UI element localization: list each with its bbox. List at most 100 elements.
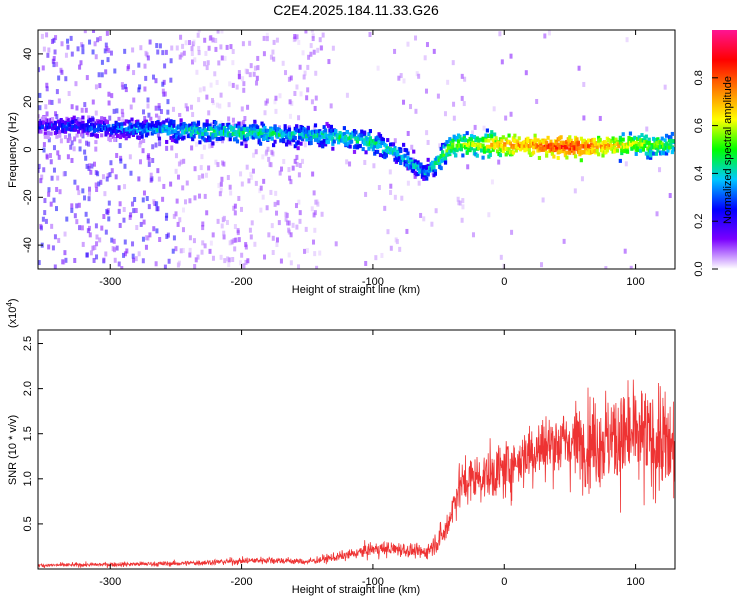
spectrogram-noise-cell [87, 196, 91, 202]
spectrogram-noise-cell [68, 133, 72, 139]
spectrogram-noise-cell [157, 115, 161, 121]
spectrogram-noise-cell [55, 89, 59, 95]
spectrogram-noise-cell [452, 101, 456, 107]
spectrogram-ridge-cell [250, 126, 254, 131]
spectrogram-noise-cell [231, 82, 235, 88]
spectrogram-ridge-cell [537, 155, 542, 160]
spectrogram-ridge-cell [360, 133, 364, 138]
spectrogram-noise-cell [376, 65, 380, 71]
spectrogram-noise-cell [188, 40, 192, 46]
spectrogram-noise-cell [91, 49, 95, 55]
spectrogram-ridge-cell [482, 149, 487, 154]
spectrogram-noise-cell [57, 75, 61, 81]
spectrogram-noise-cell [236, 230, 240, 236]
spectrogram-noise-cell [281, 60, 285, 66]
spectrogram-ridge-cell [376, 149, 380, 154]
spectrogram-ridge-cell [575, 137, 579, 142]
spectrogram-ridge-cell [621, 132, 625, 137]
spectrogram-ridge-cell [269, 128, 273, 133]
spectrogram-noise-cell [86, 218, 90, 224]
spectrogram-ridge-cell [280, 134, 284, 139]
spectrogram-ridge-cell [56, 119, 60, 124]
spectrogram-noise-cell [201, 225, 205, 231]
spectrogram-ridge-cell [412, 149, 416, 154]
spectrogram-ridge-cell [573, 154, 578, 159]
spectrogram-ridge-cell [517, 136, 521, 141]
spectrogram-noise-cell [221, 138, 225, 144]
spectrogram-noise-cell [271, 235, 275, 241]
spectrogram-noise-cell [259, 207, 263, 213]
spectrogram-ridge-cell [399, 161, 403, 166]
spectrogram-noise-cell [253, 241, 257, 247]
spectrogram-noise-cell [230, 239, 234, 245]
spectrogram-noise-cell [147, 153, 151, 159]
spectrogram-ridge-cell [214, 133, 218, 138]
spectrogram-ridge-cell [192, 121, 196, 126]
spectrogram-ridge-cell [201, 128, 205, 133]
spectrogram-noise-cell [274, 108, 278, 114]
spectrogram-ridge-cell [620, 151, 624, 156]
spectrogram-noise-cell [54, 111, 58, 117]
spectrogram-ridge-cell [546, 135, 550, 140]
spectrogram-noise-cell [229, 44, 233, 50]
spectrogram-noise-cell [309, 43, 313, 49]
spectrogram-noise-cell [272, 56, 276, 62]
spectrogram-ridge-cell [467, 139, 471, 144]
spectrogram-noise-cell [198, 87, 202, 93]
spectrogram-noise-cell [123, 184, 127, 190]
spectrogram-ridge-cell [306, 125, 310, 130]
spectrogram-noise-cell [244, 68, 248, 74]
spectrogram-ridge-cell [198, 140, 202, 145]
spectrogram-ridge-cell [100, 133, 104, 138]
spectrogram-ridge-cell [45, 121, 49, 126]
colorbar-ticks: 0.0 0.2 0.4 0.6 0.8 [693, 70, 718, 277]
spectrogram-noise-cell [117, 261, 121, 267]
spectrogram-ridge-cell [355, 139, 359, 144]
spectrogram-noise-cell [364, 260, 368, 266]
spectrogram-ridge-cell [420, 168, 425, 173]
spectrogram-noise-cell [334, 241, 338, 247]
spectrogram-ridge-cell [545, 153, 549, 158]
spectrogram-ridge-cell [78, 120, 82, 125]
spectrogram-noise-cell [242, 120, 246, 126]
spectrogram-noise-cell [77, 190, 81, 196]
spectrogram-noise-cell [174, 246, 178, 252]
spectrogram-noise-cell [312, 125, 316, 131]
spectrogram-noise-cell [289, 179, 293, 185]
spectrogram-noise-cell [432, 48, 436, 54]
spectrogram-ridge-cell [664, 151, 669, 156]
spectrogram-ridge-cell [78, 117, 82, 122]
spectrogram-ridge-cell [568, 150, 572, 155]
spectrogram-ridge-cell [402, 142, 406, 147]
spectrogram-noise-cell [220, 223, 224, 229]
spectrogram-noise-cell [309, 51, 313, 57]
spectrogram-ridge-cell [376, 135, 380, 140]
spectrogram-ridge-cell [170, 127, 175, 132]
spectrogram-noise-cell [438, 143, 442, 149]
spectrogram-noise-cell [274, 95, 278, 101]
spectrogram-noise-cell [310, 206, 314, 212]
spectrogram-ridge-cell [219, 131, 224, 136]
spectrogram-noise-cell [290, 100, 294, 106]
spectrogram-ridge-cell [454, 153, 458, 158]
spectrogram-noise-cell [189, 104, 193, 110]
spectrogram-noise-cell [165, 212, 169, 218]
spectrogram-noise-cell [169, 77, 173, 83]
snr-frame [37, 329, 676, 570]
spectrogram-noise-cell [211, 255, 215, 261]
spectrogram-noise-cell [62, 171, 66, 177]
spectrogram-noise-cell [237, 237, 241, 243]
spectrogram-ridge-cell [532, 150, 536, 155]
spectrogram-noise-cell [463, 76, 467, 82]
spectrogram-noise-cell [70, 207, 74, 213]
spectrogram-ridge-cell [251, 135, 255, 140]
spectrogram-noise-cell [237, 195, 241, 201]
spectrogram-noise-cell [120, 266, 124, 269]
spectrogram-noise-cell [228, 240, 232, 246]
spectrogram-noise-cell [303, 142, 307, 148]
spectrogram-noise-cell [64, 52, 68, 58]
spectrogram-noise-cell [244, 140, 248, 146]
spectrogram-noise-cell [201, 240, 205, 246]
spectrogram-ridge-cell [399, 149, 403, 154]
spectrogram-noise-cell [118, 201, 122, 207]
